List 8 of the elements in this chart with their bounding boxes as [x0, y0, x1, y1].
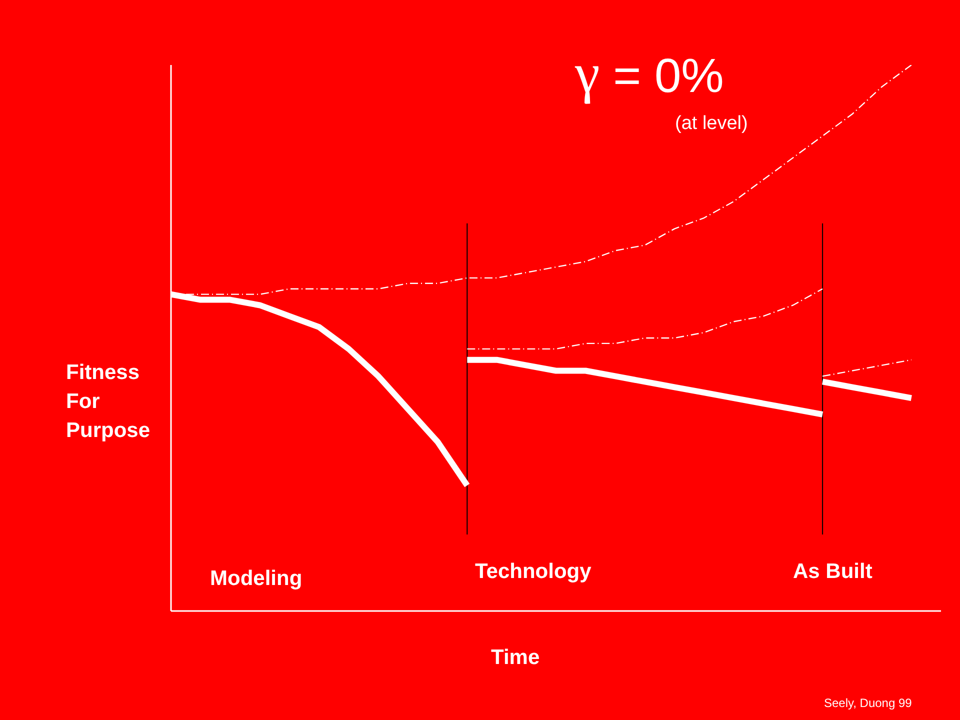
y-axis-title: Fitness For Purpose: [66, 360, 152, 444]
annotation: As Built: [793, 560, 872, 584]
chart-title: γ = 0%: [575, 43, 724, 105]
text: (at level): [675, 113, 748, 135]
annotation: Technology: [475, 560, 592, 584]
x-axis-title: Time: [491, 646, 540, 670]
text: Seely, Duong 99: [824, 696, 912, 710]
annotation: Modeling: [210, 567, 302, 591]
